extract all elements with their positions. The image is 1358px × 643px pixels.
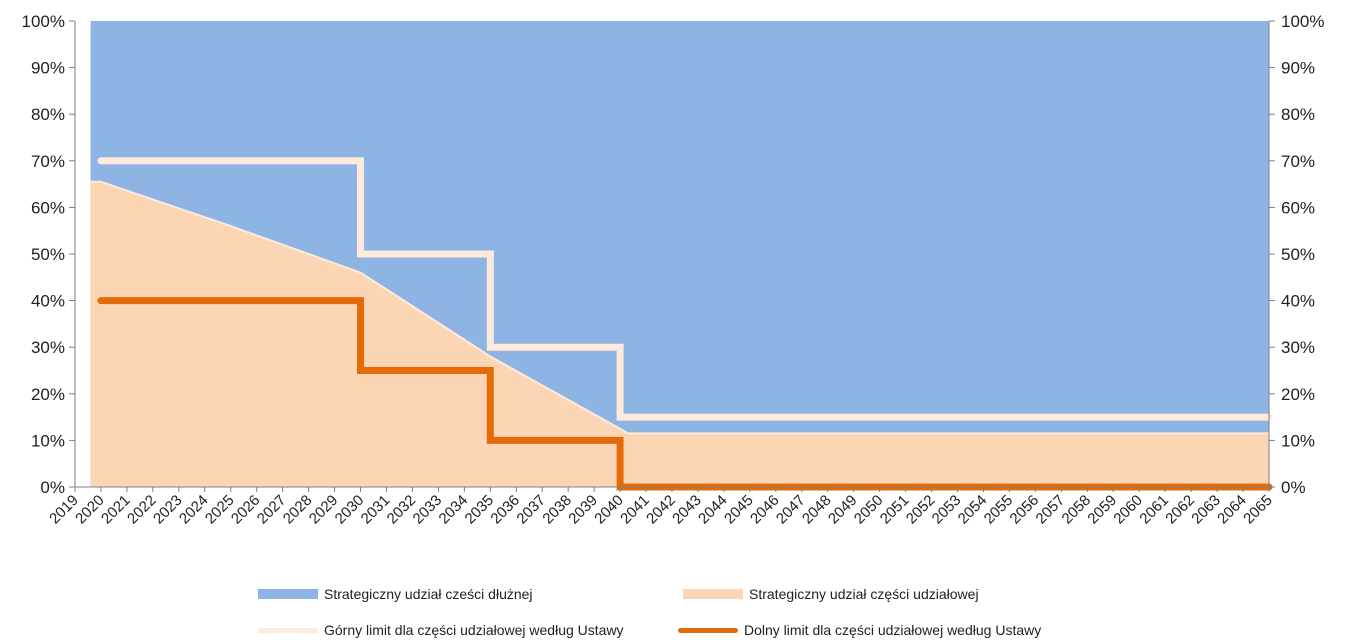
y-right-tick-label: 70% xyxy=(1281,152,1315,171)
y-right-tick-label: 10% xyxy=(1281,431,1315,450)
x-tick-label: 2065 xyxy=(1240,492,1276,528)
x-tick-label: 2022 xyxy=(124,492,160,528)
x-tick-label: 2024 xyxy=(176,492,212,528)
y-right-tick-label: 50% xyxy=(1281,245,1315,264)
y-axis-left: 0% 10% 20% 30% 40% 50% 60% 70% 80% 90% 100% xyxy=(22,12,75,497)
x-tick-label: 2032 xyxy=(384,492,420,528)
y-left-tick-label: 50% xyxy=(31,245,65,264)
x-tick-label: 2029 xyxy=(306,492,342,528)
y-right-tick-label: 20% xyxy=(1281,385,1315,404)
x-tick-label: 2025 xyxy=(202,492,238,528)
legend-item-debt: Strategiczny udział cześci dłużnej xyxy=(258,586,533,602)
y-left-tick-label: 0% xyxy=(40,478,65,497)
x-tick-label: 2064 xyxy=(1214,492,1250,528)
x-tick-label: 2058 xyxy=(1059,492,1095,528)
x-tick-label: 2054 xyxy=(955,492,991,528)
y-right-tick-label: 100% xyxy=(1281,12,1324,31)
x-tick-label: 2030 xyxy=(332,492,368,528)
legend-swatch-debt xyxy=(258,589,318,599)
series-equity-edge xyxy=(90,180,1269,435)
y-right-tick-label: 0% xyxy=(1281,478,1306,497)
y-left-tick-label: 80% xyxy=(31,105,65,124)
y-left-tick-label: 20% xyxy=(31,385,65,404)
x-tick-label: 2060 xyxy=(1110,492,1146,528)
x-tick-label: 2020 xyxy=(72,492,108,528)
x-tick-label: 2063 xyxy=(1188,492,1224,528)
y-left-tick-label: 10% xyxy=(31,431,65,450)
y-right-tick-label: 40% xyxy=(1281,292,1315,311)
x-tick-label: 2033 xyxy=(410,492,446,528)
x-tick-label: 2027 xyxy=(254,492,290,528)
x-tick-label: 2038 xyxy=(539,492,575,528)
x-tick-label: 2046 xyxy=(747,492,783,528)
x-tick-label: 2040 xyxy=(591,492,627,528)
x-tick-label: 2044 xyxy=(695,492,731,528)
x-tick-label: 2031 xyxy=(358,492,394,528)
x-axis: 2019202020212022202320242025202620272028… xyxy=(46,487,1276,527)
x-tick-label: 2043 xyxy=(669,492,705,528)
legend: Strategiczny udział cześci dłużnej Strat… xyxy=(0,580,1358,643)
series-equity-area xyxy=(90,181,1269,487)
legend-swatch-lower-limit xyxy=(678,627,738,633)
x-tick-label: 2037 xyxy=(513,492,549,528)
x-tick-label: 2045 xyxy=(721,492,757,528)
y-left-tick-label: 40% xyxy=(31,292,65,311)
legend-label-upper-limit: Górny limit dla części udziałowej według… xyxy=(324,622,624,638)
x-tick-label: 2021 xyxy=(98,492,134,528)
y-left-tick-label: 60% xyxy=(31,198,65,217)
legend-swatch-upper-limit xyxy=(258,627,318,633)
x-tick-label: 2035 xyxy=(462,492,498,528)
y-right-tick-label: 60% xyxy=(1281,198,1315,217)
x-tick-label: 2047 xyxy=(773,492,809,528)
x-tick-label: 2053 xyxy=(929,492,965,528)
x-tick-label: 2057 xyxy=(1033,492,1069,528)
series-lower-limit-line xyxy=(97,297,1273,491)
x-tick-label: 2061 xyxy=(1136,492,1172,528)
legend-label-equity: Strategiczny udział części udziałowej xyxy=(749,586,979,602)
legend-label-lower-limit: Dolny limit dla części udziałowej według… xyxy=(744,622,1042,638)
y-left-tick-label: 100% xyxy=(22,12,65,31)
x-tick-label: 2041 xyxy=(617,492,653,528)
x-tick-label: 2042 xyxy=(643,492,679,528)
series-upper-limit-line xyxy=(97,157,1273,421)
x-tick-label: 2050 xyxy=(851,492,887,528)
x-tick-label: 2049 xyxy=(825,492,861,528)
x-tick-label: 2026 xyxy=(228,492,264,528)
x-tick-label: 2019 xyxy=(46,492,82,528)
y-left-tick-label: 30% xyxy=(31,338,65,357)
x-tick-label: 2048 xyxy=(799,492,835,528)
y-left-tick-label: 90% xyxy=(31,59,65,78)
y-left-tick-label: 70% xyxy=(31,152,65,171)
x-tick-label: 2023 xyxy=(150,492,186,528)
x-tick-label: 2056 xyxy=(1007,492,1043,528)
chart-canvas: 0% 10% 20% 30% 40% 50% 60% 70% 80% 90% 100% 0% 10% 2… xyxy=(22,12,1325,527)
x-tick-label: 2052 xyxy=(903,492,939,528)
y-right-tick-label: 80% xyxy=(1281,105,1315,124)
y-axis-right: 0% 10% 20% 30% 40% 50% 60% 70% 80% 90% 100% xyxy=(1269,12,1324,497)
legend-label-debt: Strategiczny udział cześci dłużnej xyxy=(324,586,533,602)
x-tick-label: 2036 xyxy=(487,492,523,528)
x-tick-label: 2039 xyxy=(565,492,601,528)
line-layer xyxy=(97,157,1273,491)
x-tick-label: 2055 xyxy=(981,492,1017,528)
x-tick-label: 2034 xyxy=(436,492,472,528)
x-tick-label: 2059 xyxy=(1084,492,1120,528)
legend-swatch-equity xyxy=(683,589,743,599)
legend-item-equity: Strategiczny udział części udziałowej xyxy=(683,586,979,602)
x-tick-label: 2051 xyxy=(877,492,913,528)
x-tick-label: 2028 xyxy=(280,492,316,528)
y-right-tick-label: 30% xyxy=(1281,338,1315,357)
y-right-tick-label: 90% xyxy=(1281,59,1315,78)
legend-item-upper-limit: Górny limit dla części udziałowej według… xyxy=(258,622,624,638)
x-tick-label: 2062 xyxy=(1162,492,1198,528)
legend-item-lower-limit: Dolny limit dla części udziałowej według… xyxy=(678,622,1041,638)
